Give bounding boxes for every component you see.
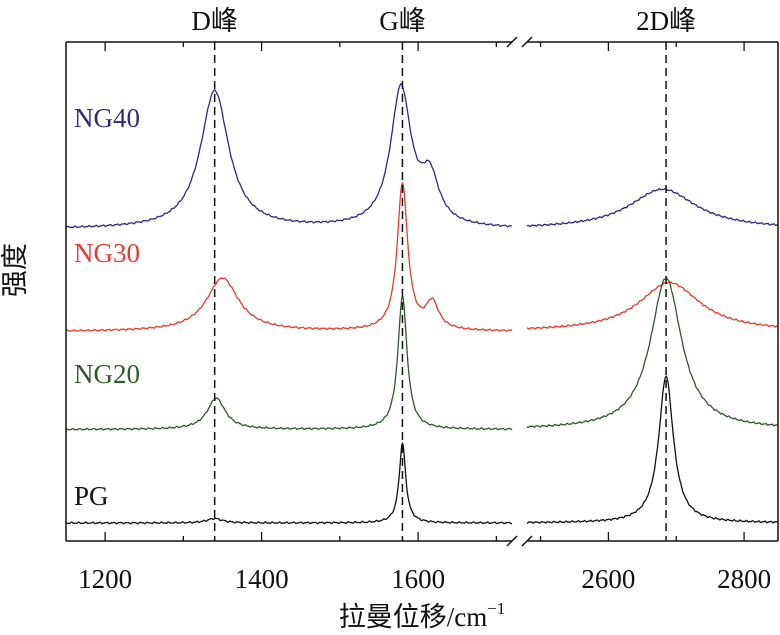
series-line-ng20-right xyxy=(526,277,779,429)
peak-label-1: G峰 xyxy=(379,6,426,36)
axis-break-mark-1 xyxy=(521,36,533,48)
axis-break-mark-0 xyxy=(506,36,518,48)
series-line-ng20-left xyxy=(65,293,513,431)
x-axis-label: 拉曼位移/cm−1 xyxy=(339,599,506,632)
peak-reference-lines xyxy=(213,42,667,541)
y-axis-label: 强度 xyxy=(0,243,30,297)
series-label-ng30: NG30 xyxy=(74,238,140,268)
x-tick-label-2800: 2800 xyxy=(717,564,771,594)
series-line-ng40-left xyxy=(65,83,513,229)
series-line-ng40-right xyxy=(526,187,779,228)
x-tick-label-1600: 1600 xyxy=(391,564,445,594)
series-line-ng30-right xyxy=(526,281,779,331)
x-tick-label-1200: 1200 xyxy=(78,564,132,594)
series-label-ng40: NG40 xyxy=(74,103,140,133)
peak-label-0: D峰 xyxy=(191,6,238,36)
x-tick-label-1400: 1400 xyxy=(235,564,289,594)
series-label-ng20: NG20 xyxy=(74,359,140,389)
x-tick-label-2600: 2600 xyxy=(581,564,635,594)
series-line-pg-right xyxy=(526,375,779,524)
axes-frame xyxy=(65,36,779,547)
series-lines xyxy=(65,83,779,525)
peak-label-2: 2D峰 xyxy=(636,6,696,36)
series-label-pg: PG xyxy=(74,481,109,511)
series-line-pg-left xyxy=(65,442,513,525)
axis-break-mark-2 xyxy=(506,535,518,547)
axis-break-mark-3 xyxy=(521,535,533,547)
series-line-ng30-left xyxy=(65,181,513,332)
x-ticks: 1200 1400 1600 2600 2800 xyxy=(78,42,771,594)
chart-text: D峰 G峰 2D峰 NG40 NG30 NG20 PG 拉曼位移/cm−1 强度 xyxy=(0,6,696,632)
